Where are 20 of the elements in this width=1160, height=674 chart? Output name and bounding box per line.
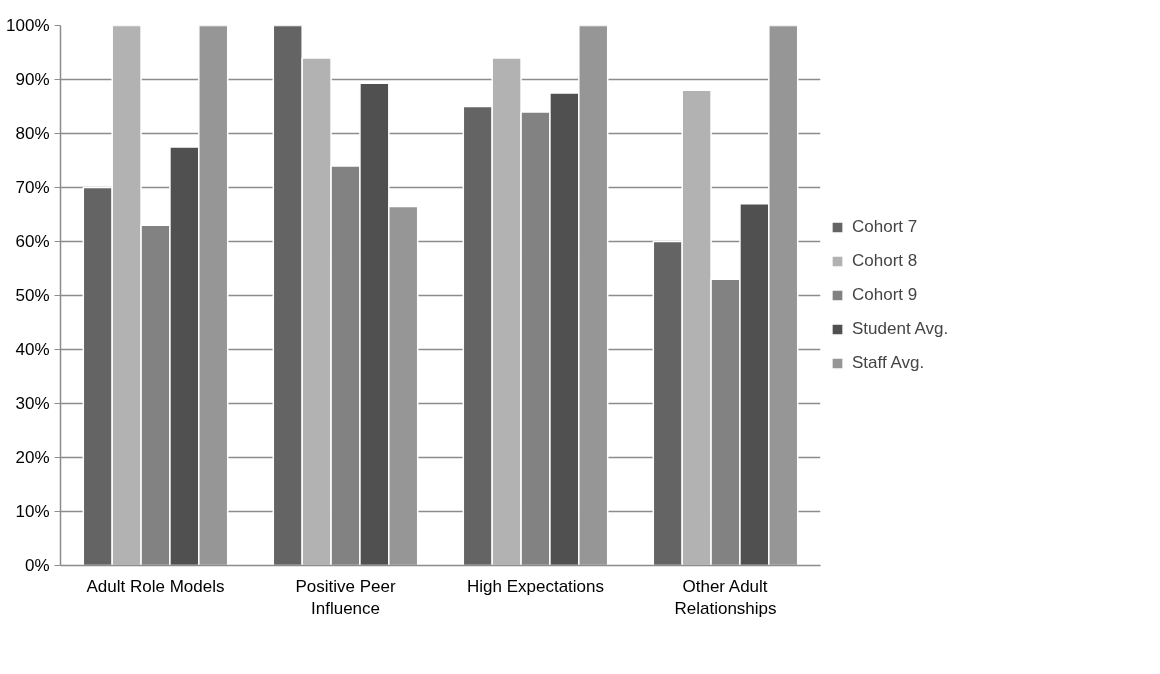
legend-label: Cohort 8 <box>852 251 918 271</box>
x-tick-label: High Expectations <box>466 576 605 596</box>
legend-label: Staff Avg. <box>852 353 925 373</box>
y-tick-label: 60% <box>15 232 50 251</box>
y-tick-label: 50% <box>15 286 50 305</box>
legend-label: Cohort 9 <box>852 285 918 305</box>
legend-label: Cohort 7 <box>852 217 918 237</box>
y-tick-label: 100% <box>6 16 50 35</box>
y-tick-label: 0% <box>24 556 50 575</box>
y-tick-label: 70% <box>15 178 50 197</box>
y-tick-label: 20% <box>15 448 50 467</box>
y-tick-label: 30% <box>15 394 50 413</box>
y-tick-label: 80% <box>15 124 50 143</box>
y-tick-label: 40% <box>15 340 50 359</box>
x-tick-label: Adult Role Models <box>86 576 225 596</box>
x-tick-label: Positive Peer Influence <box>295 576 396 619</box>
legend-label: Student Avg. <box>852 319 949 339</box>
y-tick-label: 90% <box>15 70 50 89</box>
x-tick-label: Other Adult Relationships <box>674 576 777 619</box>
y-tick-label: 10% <box>15 502 50 521</box>
